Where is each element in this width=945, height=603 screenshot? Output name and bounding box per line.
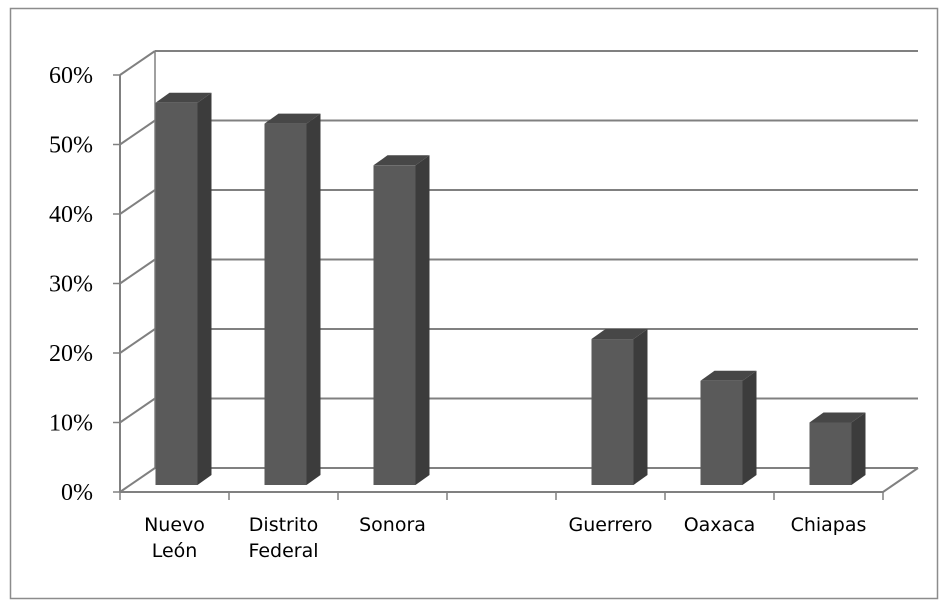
gridline-diag bbox=[119, 189, 156, 215]
bar-side bbox=[851, 412, 866, 485]
x-tick-label: Oaxaca bbox=[684, 514, 756, 536]
x-tick-label: Distrito bbox=[249, 514, 318, 536]
y-tick-label: 20% bbox=[49, 341, 93, 367]
bar-side bbox=[742, 370, 757, 485]
gridline-diag bbox=[119, 328, 156, 354]
x-tick-label: Chiapas bbox=[791, 514, 867, 536]
gridline-diag bbox=[119, 258, 156, 285]
bar bbox=[155, 92, 212, 485]
bar bbox=[373, 155, 430, 486]
x-tick-label: Nuevo bbox=[144, 514, 205, 536]
y-tick-label: 0% bbox=[61, 480, 93, 506]
bar-top bbox=[373, 155, 430, 166]
bar-side bbox=[633, 329, 648, 485]
bar-front bbox=[591, 339, 634, 485]
bar-front bbox=[373, 165, 416, 486]
bar bbox=[264, 113, 321, 485]
y-tick-label: 30% bbox=[49, 272, 93, 298]
floor-edge bbox=[882, 467, 919, 493]
y-tick-label: 60% bbox=[49, 63, 93, 89]
bar-side bbox=[197, 92, 212, 485]
bar-top bbox=[155, 92, 212, 103]
bar-front bbox=[700, 380, 743, 485]
y-tick-label: 40% bbox=[49, 202, 93, 228]
y-tick-label: 50% bbox=[49, 133, 93, 159]
bar-top bbox=[700, 370, 757, 381]
y-tick-label: 10% bbox=[49, 411, 93, 437]
gridline-diag bbox=[119, 467, 156, 493]
bar-front bbox=[809, 422, 852, 485]
bar-front bbox=[264, 123, 307, 485]
gridline-diag bbox=[119, 50, 156, 76]
bars bbox=[155, 92, 866, 486]
x-tick-label: Sonora bbox=[359, 514, 426, 536]
bar bbox=[700, 370, 757, 485]
gridlines bbox=[119, 50, 918, 493]
chart-border bbox=[9, 7, 939, 600]
axes bbox=[113, 51, 919, 500]
x-tick-label: Guerrero bbox=[568, 514, 652, 536]
x-tick-label: León bbox=[152, 540, 198, 562]
bar-top bbox=[809, 412, 866, 423]
x-axis-ticks: Nuevo León Distrito Federal Sonora Guerrero Oa… bbox=[144, 514, 866, 562]
bar-top bbox=[264, 113, 321, 124]
gridline-diag bbox=[119, 397, 156, 424]
bar-top bbox=[591, 329, 648, 340]
bar-front bbox=[155, 102, 198, 485]
bar-side bbox=[306, 113, 321, 485]
bar bbox=[809, 412, 866, 485]
gridline-diag bbox=[119, 119, 156, 146]
bar bbox=[591, 329, 648, 485]
y-axis-ticks: 0% 10% 20% 30% 40% 50% 60% bbox=[49, 63, 93, 506]
bar-side bbox=[415, 155, 430, 486]
x-tick-label: Federal bbox=[248, 540, 318, 562]
